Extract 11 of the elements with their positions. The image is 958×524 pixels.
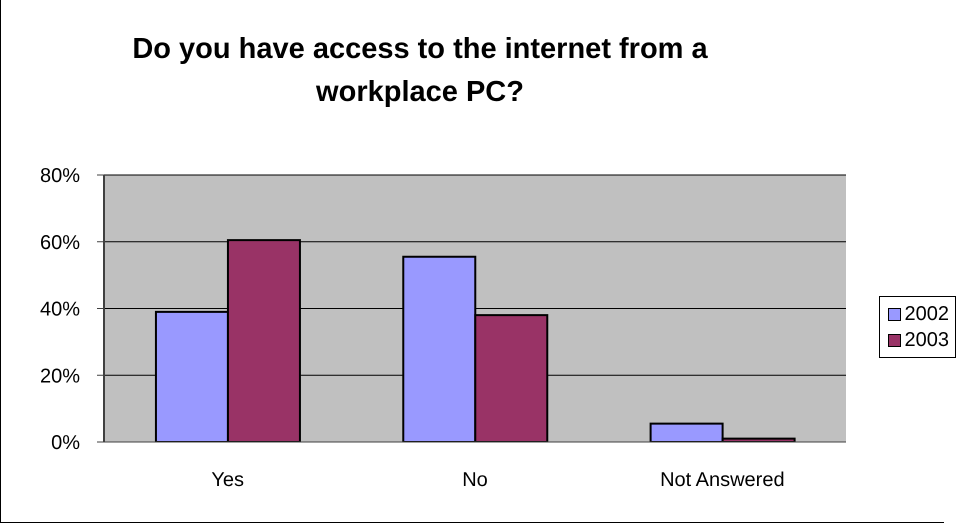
- x-tick-label: Not Answered: [660, 469, 785, 492]
- y-tick-label: 0%: [51, 432, 80, 454]
- x-tick-label: Yes: [211, 469, 244, 492]
- y-tick-label: 40%: [40, 298, 80, 321]
- legend-label: 2003: [904, 328, 949, 353]
- y-tick-label: 20%: [40, 365, 80, 388]
- legend-label: 2002: [904, 302, 949, 327]
- y-tick-label: 60%: [40, 232, 80, 254]
- x-tick-label: No: [462, 469, 488, 492]
- chart-title: Do you have access to the internet from a workplace PC?: [131, 32, 709, 110]
- y-tick-label: 80%: [40, 165, 80, 188]
